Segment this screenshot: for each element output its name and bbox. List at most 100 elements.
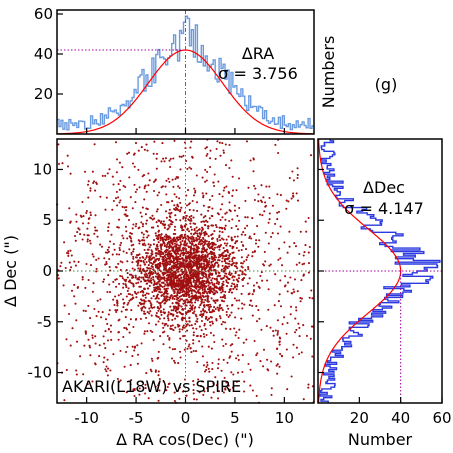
scatter-point bbox=[176, 292, 179, 295]
scatter-point bbox=[223, 186, 226, 189]
scatter-point bbox=[221, 203, 224, 206]
scatter-point bbox=[145, 254, 148, 258]
scatter-point bbox=[206, 152, 209, 156]
scatter-point bbox=[84, 332, 87, 335]
scatter-point bbox=[291, 170, 294, 173]
scatter-point bbox=[135, 292, 138, 295]
scatter-point bbox=[260, 328, 263, 331]
scatter-point bbox=[129, 232, 132, 235]
scatter-point bbox=[239, 269, 242, 272]
scatter-point bbox=[65, 251, 69, 255]
scatter-point bbox=[292, 343, 295, 346]
scatter-point bbox=[246, 282, 249, 285]
scatter-point bbox=[104, 174, 107, 177]
scatter-point bbox=[128, 176, 131, 179]
scatter-point bbox=[205, 333, 208, 337]
scatter-point bbox=[169, 239, 173, 242]
scatter-point bbox=[257, 309, 260, 312]
scatter-point bbox=[190, 285, 193, 288]
scatter-point bbox=[204, 215, 207, 218]
scatter-point bbox=[146, 236, 149, 239]
scatter-point bbox=[103, 342, 106, 345]
scatter-point bbox=[260, 271, 263, 274]
scatter-point bbox=[223, 242, 226, 245]
scatter-point bbox=[192, 389, 195, 392]
scatter-point bbox=[277, 258, 280, 261]
scatter-point bbox=[112, 280, 115, 283]
scatter-annotation: AKARI(L18W) vs SPIRE bbox=[62, 377, 241, 396]
scatter-point bbox=[225, 313, 228, 316]
scatter-point bbox=[200, 301, 203, 304]
scatter-point bbox=[254, 187, 257, 190]
scatter-point bbox=[169, 157, 172, 160]
scatter-point bbox=[138, 285, 141, 288]
scatter-point bbox=[205, 274, 208, 277]
scatter-point bbox=[202, 304, 205, 307]
scatter-point bbox=[303, 251, 306, 254]
scatter-point bbox=[205, 146, 208, 149]
scatter-point bbox=[189, 249, 192, 252]
scatter-point bbox=[230, 311, 233, 314]
scatter-point bbox=[148, 284, 151, 287]
scatter-point bbox=[189, 280, 192, 283]
scatter-point bbox=[127, 287, 130, 290]
scatter-point bbox=[205, 315, 208, 318]
scatter-point bbox=[308, 296, 311, 299]
scatter-point bbox=[192, 209, 195, 212]
scatter-point bbox=[185, 274, 188, 277]
scatter-point bbox=[295, 328, 298, 331]
scatter-point bbox=[240, 292, 243, 295]
scatter-point bbox=[210, 297, 213, 300]
scatter-point bbox=[186, 282, 189, 285]
scatter-point bbox=[111, 208, 114, 211]
scatter-point bbox=[150, 277, 153, 280]
scatter-point bbox=[150, 370, 153, 373]
scatter-point bbox=[158, 287, 161, 290]
scatter-point bbox=[74, 302, 77, 305]
scatter-point bbox=[240, 248, 243, 252]
scatter-point bbox=[209, 331, 212, 334]
scatter-point bbox=[122, 335, 125, 339]
scatter-point bbox=[172, 157, 175, 160]
scatter-point bbox=[218, 248, 221, 251]
scatter-point bbox=[119, 379, 122, 382]
scatter-point bbox=[213, 264, 216, 267]
scatter-point bbox=[218, 226, 221, 229]
scatter-point bbox=[144, 213, 147, 216]
scatter-point bbox=[171, 248, 174, 251]
scatter-point bbox=[267, 242, 270, 245]
scatter-point bbox=[176, 311, 179, 314]
scatter-point bbox=[182, 259, 185, 262]
scatter-point bbox=[208, 247, 211, 250]
scatter-point bbox=[171, 324, 174, 327]
scatter-point bbox=[182, 302, 185, 305]
scatter-point bbox=[199, 286, 202, 289]
scatter-point bbox=[285, 199, 288, 202]
ra-y-tick-label: 40 bbox=[34, 45, 53, 63]
scatter-point bbox=[216, 367, 220, 370]
scatter-point bbox=[191, 275, 194, 279]
scatter-point bbox=[177, 252, 180, 255]
scatter-point bbox=[250, 237, 253, 240]
scatter-point bbox=[276, 331, 279, 335]
scatter-point bbox=[203, 370, 207, 373]
scatter-point bbox=[201, 380, 204, 383]
scatter-point bbox=[159, 239, 162, 242]
scatter-point bbox=[267, 308, 270, 311]
scatter-point bbox=[138, 242, 141, 245]
scatter-point bbox=[300, 297, 303, 300]
scatter-point bbox=[166, 287, 169, 290]
scatter-point bbox=[69, 344, 72, 347]
scatter-point bbox=[191, 311, 195, 315]
scatter-point bbox=[247, 268, 250, 271]
scatter-point bbox=[190, 251, 193, 254]
scatter-point bbox=[181, 271, 184, 274]
scatter-point bbox=[176, 266, 179, 269]
scatter-point bbox=[246, 256, 249, 259]
scatter-point bbox=[257, 245, 260, 248]
scatter-point bbox=[85, 211, 88, 214]
scatter-point bbox=[209, 149, 212, 152]
scatter-point bbox=[211, 194, 214, 198]
scatter-point bbox=[278, 336, 281, 339]
scatter-point bbox=[236, 283, 239, 286]
